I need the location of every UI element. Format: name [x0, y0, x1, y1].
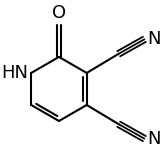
- Text: N: N: [147, 130, 161, 148]
- Text: O: O: [52, 4, 66, 22]
- Text: HN: HN: [1, 64, 28, 82]
- Text: N: N: [147, 30, 161, 48]
